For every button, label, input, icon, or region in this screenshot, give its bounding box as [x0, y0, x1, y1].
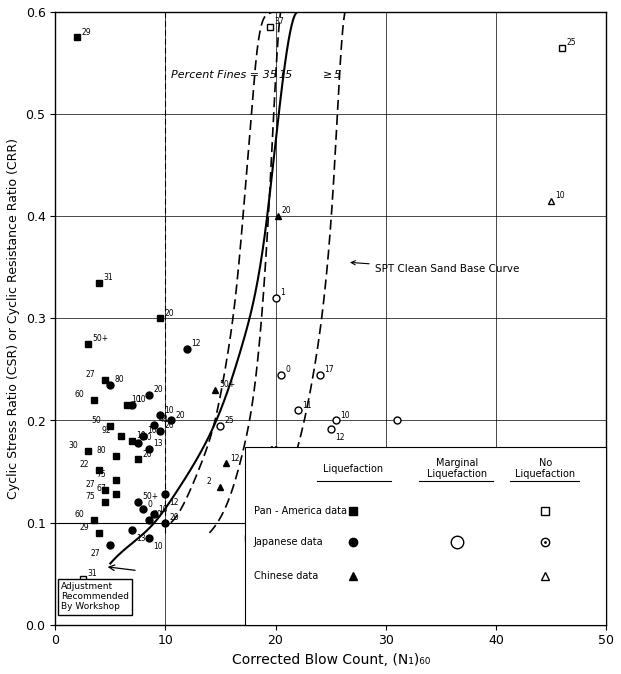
Text: 29: 29	[80, 523, 89, 532]
Text: 30: 30	[279, 542, 289, 551]
Text: 50: 50	[91, 416, 101, 425]
Text: Modified Chinese Code Proposal (clay content = 5%): Modified Chinese Code Proposal (clay con…	[281, 502, 493, 512]
Text: 80: 80	[114, 375, 124, 384]
FancyBboxPatch shape	[245, 447, 606, 625]
Text: 27: 27	[85, 480, 95, 489]
Text: 50+: 50+	[93, 334, 109, 343]
Text: 0: 0	[285, 365, 290, 374]
Text: 30: 30	[252, 542, 262, 551]
Text: 10: 10	[164, 406, 174, 415]
Text: 60: 60	[75, 510, 84, 519]
Text: 10: 10	[137, 431, 146, 440]
Text: 31: 31	[87, 569, 96, 578]
Text: 50+: 50+	[219, 380, 235, 389]
Text: Marginal
Liquefaction: Marginal Liquefaction	[427, 458, 487, 479]
Text: 20: 20	[282, 206, 291, 216]
Text: Pan - America data: Pan - America data	[253, 506, 347, 516]
Text: 0: 0	[148, 499, 152, 509]
Text: 20: 20	[164, 309, 174, 317]
Text: 11: 11	[302, 400, 311, 410]
Text: 10: 10	[340, 410, 350, 420]
Y-axis label: Cyclic Stress Ratio (CSR) or Cyclic Resistance Ratio (CRR): Cyclic Stress Ratio (CSR) or Cyclic Resi…	[7, 138, 20, 499]
Text: FINES CONTENT $\geq$ 5%: FINES CONTENT $\geq$ 5%	[297, 466, 447, 480]
Text: 26: 26	[164, 421, 174, 430]
Text: 20: 20	[175, 410, 184, 420]
Text: 10: 10	[153, 542, 163, 551]
Text: 2: 2	[207, 477, 211, 486]
Text: 25: 25	[225, 416, 234, 425]
Text: 12: 12	[192, 339, 201, 348]
Text: Percent Fines = 35: Percent Fines = 35	[171, 70, 277, 80]
Text: 15: 15	[279, 70, 293, 80]
Text: 75: 75	[96, 470, 106, 479]
Text: 17: 17	[324, 365, 333, 374]
Text: 10: 10	[148, 426, 157, 435]
Text: 20: 20	[170, 513, 179, 522]
Text: 40: 40	[153, 510, 163, 519]
Text: 1: 1	[279, 288, 284, 297]
Text: 37: 37	[274, 18, 284, 26]
Text: 80: 80	[96, 446, 106, 456]
Text: 20: 20	[142, 450, 152, 458]
Text: SPT Clean Sand Base Curve: SPT Clean Sand Base Curve	[351, 261, 519, 274]
Text: 50+: 50+	[142, 493, 158, 501]
Text: 13: 13	[137, 534, 146, 543]
Text: 30: 30	[69, 441, 79, 450]
Text: 10: 10	[137, 396, 146, 404]
Text: Chinese data: Chinese data	[253, 571, 318, 581]
Text: 31: 31	[104, 273, 113, 282]
Text: 10: 10	[158, 505, 168, 514]
Text: 60: 60	[75, 390, 84, 399]
Text: 10: 10	[131, 396, 140, 404]
Text: 27: 27	[85, 370, 95, 379]
Text: 10: 10	[555, 191, 564, 200]
Text: 18: 18	[269, 446, 278, 456]
Text: Japanese data: Japanese data	[253, 537, 323, 547]
Text: 92: 92	[102, 426, 112, 435]
Text: 75: 75	[85, 493, 95, 501]
Text: 20: 20	[142, 433, 152, 442]
Text: 67: 67	[96, 484, 106, 493]
Text: 22: 22	[80, 460, 89, 468]
Text: 29: 29	[81, 28, 91, 36]
Text: No
Liquefaction: No Liquefaction	[515, 458, 576, 479]
Text: 12: 12	[335, 433, 344, 441]
Text: Liquefaction: Liquefaction	[323, 464, 383, 474]
X-axis label: Corrected Blow Count, (N₁)₆₀: Corrected Blow Count, (N₁)₆₀	[232, 653, 430, 667]
Text: 12: 12	[170, 498, 179, 507]
Text: 12: 12	[230, 454, 240, 462]
Text: 48: 48	[158, 415, 168, 424]
Text: Adjustment
Recommended
By Workshop: Adjustment Recommended By Workshop	[61, 582, 129, 611]
Text: 20: 20	[153, 385, 163, 394]
Text: $\geq$5: $\geq$5	[320, 68, 342, 80]
Text: 13: 13	[153, 439, 163, 448]
Text: 27: 27	[91, 549, 101, 558]
Text: 25: 25	[566, 38, 576, 47]
